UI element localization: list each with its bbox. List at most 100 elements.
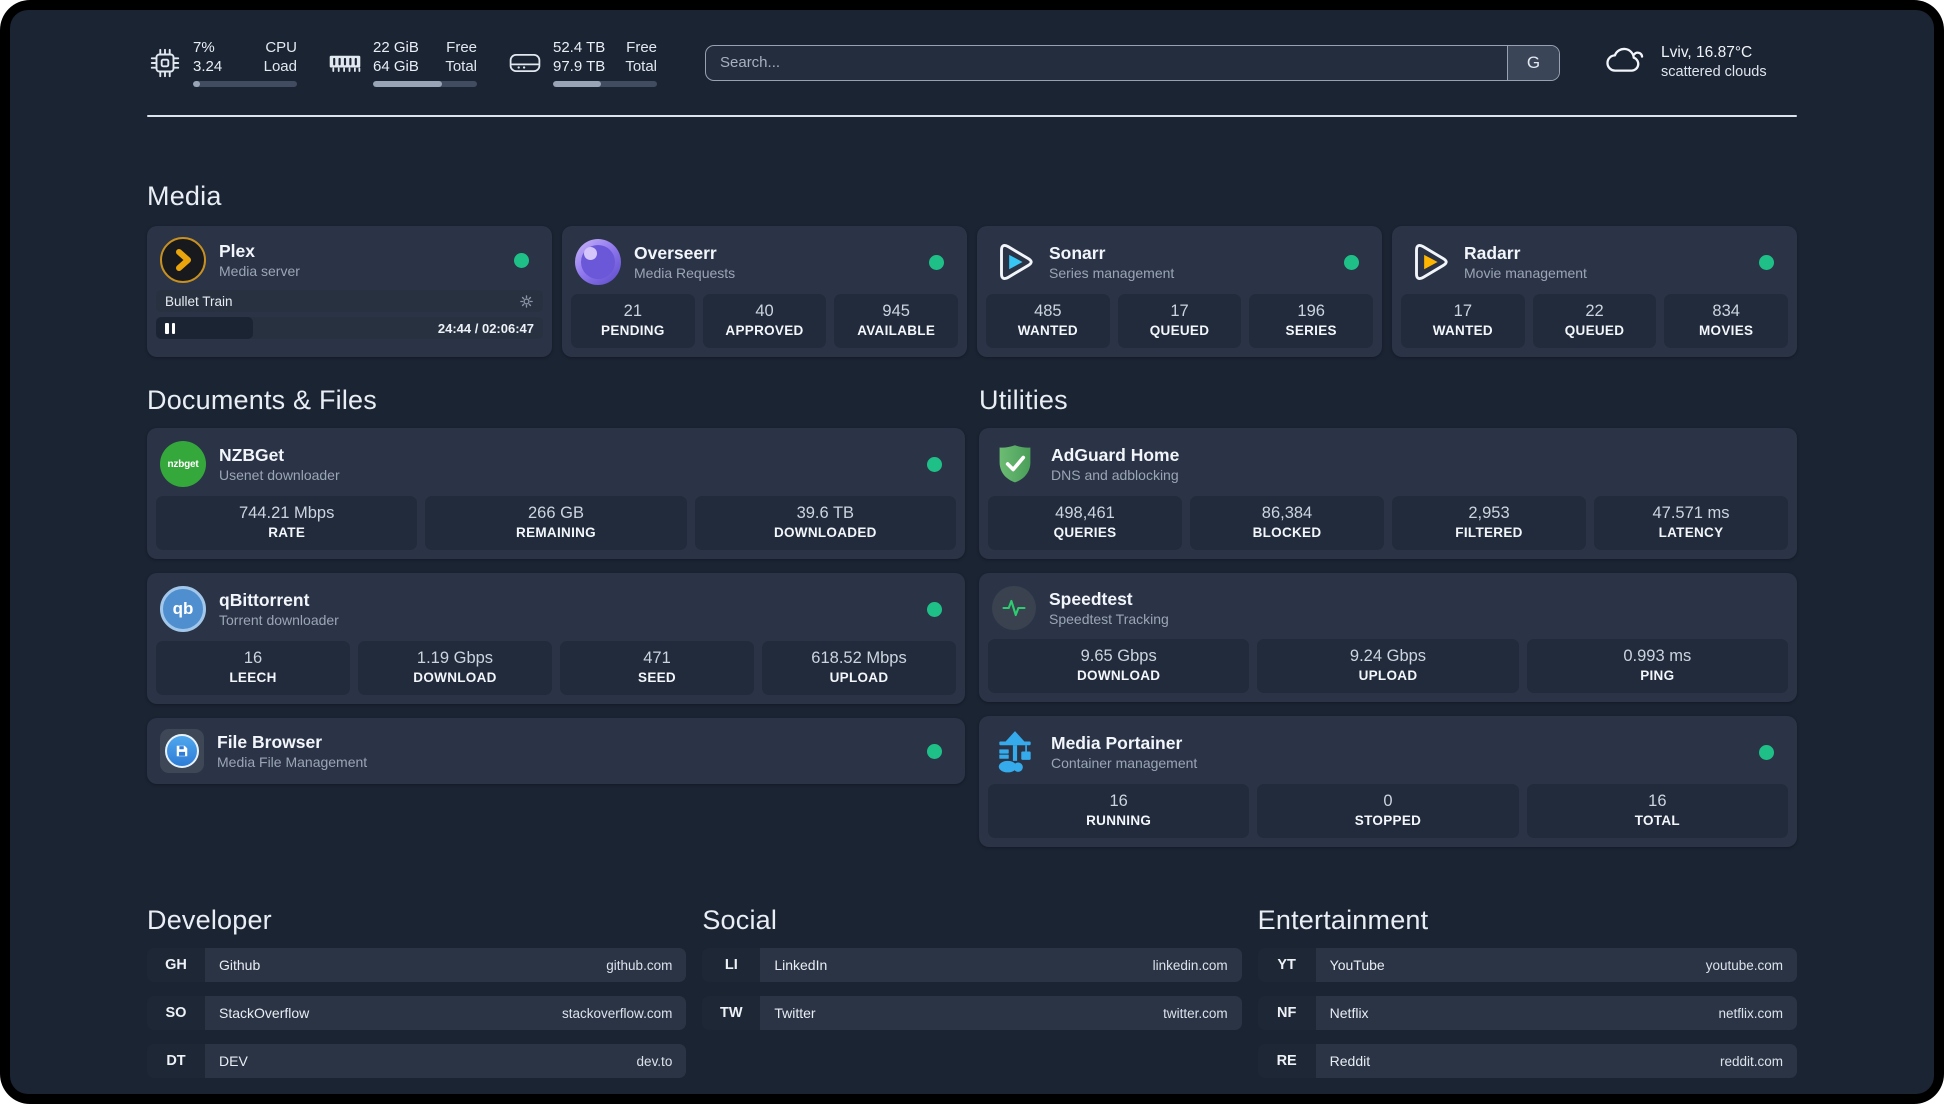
adguard-subtitle: DNS and adblocking — [1051, 467, 1179, 483]
storage-total-label: Total — [625, 58, 657, 75]
radarr-card[interactable]: Radarr Movie management 17 WANTED 22 QUE… — [1392, 226, 1797, 357]
portainer-total-tile: 16 TOTAL — [1526, 784, 1788, 838]
radarr-icon — [1405, 239, 1451, 285]
weather-widget: Lviv, 16.87°C scattered clouds — [1602, 43, 1797, 82]
plex-subtitle: Media server — [219, 263, 300, 279]
gear-icon[interactable] — [519, 294, 534, 309]
search-engine-button[interactable]: G — [1507, 45, 1559, 80]
linkedin-abbr-icon: LI — [702, 948, 761, 982]
adguard-filtered-tile: 2,953 FILTERED — [1392, 496, 1586, 550]
cpu-stat-widget: 7% 3.24 CPU Load — [147, 38, 297, 87]
radarr-movies-tile: 834 MOVIES — [1664, 294, 1789, 348]
cpu-label: CPU — [265, 39, 297, 56]
pause-icon[interactable] — [165, 322, 175, 334]
cpu-usage-value: 7% — [193, 39, 215, 56]
plex-time-display: 24:44 / 02:06:47 — [437, 320, 534, 336]
portainer-subtitle: Container management — [1051, 755, 1198, 771]
adguard-blocked-tile: 86,384 BLOCKED — [1190, 496, 1384, 550]
qbittorrent-title: qBittorrent — [219, 590, 310, 610]
speedtest-ping-tile: 0.993 ms PING — [1526, 639, 1788, 693]
link-twitter[interactable]: TW Twitter twitter.com — [702, 996, 1242, 1030]
header-divider — [147, 115, 1797, 117]
qbittorrent-upload-tile: 618.52 Mbps UPLOAD — [762, 641, 956, 695]
qbittorrent-download-tile: 1.19 Gbps DOWNLOAD — [358, 641, 552, 695]
nzbget-subtitle: Usenet downloader — [219, 467, 340, 483]
speedtest-download-tile: 9.65 Gbps DOWNLOAD — [988, 639, 1250, 693]
link-stackoverflow[interactable]: SO StackOverflow stackoverflow.com — [147, 996, 687, 1030]
plex-now-playing-row: Bullet Train — [156, 290, 543, 312]
speedtest-upload-tile: 9.24 Gbps UPLOAD — [1257, 639, 1519, 693]
portainer-crane-icon — [992, 729, 1038, 775]
nzbget-icon: nzbget — [160, 441, 206, 487]
filebrowser-subtitle: Media File Management — [217, 754, 368, 770]
plex-icon — [160, 237, 206, 283]
utilities-section-heading: Utilities — [979, 385, 1068, 415]
overseerr-icon — [575, 239, 621, 285]
adguard-card[interactable]: AdGuard Home DNS and adblocking 498,461 … — [979, 428, 1797, 559]
plex-card[interactable]: Plex Media server Bullet Train 24:44 / 0… — [147, 226, 552, 357]
speedtest-card[interactable]: Speedtest Speedtest Tracking 9.65 Gbps D… — [979, 573, 1797, 702]
nzbget-title: NZBGet — [219, 445, 285, 465]
netflix-abbr-icon: NF — [1257, 996, 1316, 1030]
sonarr-title: Sonarr — [1049, 243, 1106, 263]
link-dev-to[interactable]: DT DEV dev.to — [147, 1044, 687, 1078]
radarr-queued-tile: 22 QUEUED — [1532, 294, 1657, 348]
link-netflix[interactable]: NF Netflix netflix.com — [1257, 996, 1797, 1030]
nzbget-remaining-tile: 266 GB REMAINING — [425, 496, 687, 550]
social-section: Social LI LinkedIn linkedin.com TW Twitt… — [702, 905, 1242, 1092]
overseerr-pending-tile: 21 PENDING — [571, 294, 695, 348]
search-bar: G — [705, 44, 1560, 81]
utilities-section: Utilities — [979, 385, 1797, 861]
qbittorrent-subtitle: Torrent downloader — [219, 612, 339, 628]
adguard-title: AdGuard Home — [1051, 445, 1180, 465]
sonarr-series-tile: 196 SERIES — [1249, 294, 1374, 348]
overseerr-subtitle: Media Requests — [634, 265, 736, 281]
filebrowser-title: File Browser — [217, 732, 323, 752]
weather-condition: scattered clouds — [1661, 64, 1767, 80]
entertainment-section: Entertainment YT YouTube youtube.com NF … — [1257, 905, 1797, 1092]
memory-total-value: 64 GiB — [373, 58, 419, 75]
dev-to-abbr-icon: DT — [147, 1044, 205, 1078]
radarr-title: Radarr — [1464, 243, 1521, 263]
entertainment-section-heading: Entertainment — [1257, 905, 1429, 935]
nzbget-card[interactable]: nzbget NZBGet Usenet downloader 744.21 M… — [147, 428, 965, 559]
nzbget-downloaded-tile: 39.6 TB DOWNLOADED — [694, 496, 956, 550]
portainer-running-tile: 16 RUNNING — [988, 784, 1250, 838]
storage-free-label: Free — [626, 39, 657, 56]
sonarr-card[interactable]: Sonarr Series management 485 WANTED 17 Q… — [977, 226, 1382, 357]
storage-drive-icon — [507, 38, 543, 87]
qbittorrent-card[interactable]: qb qBittorrent Torrent downloader 16 LEE… — [147, 573, 965, 704]
overseerr-card[interactable]: Overseerr Media Requests 21 PENDING 40 A… — [562, 226, 967, 357]
nzbget-rate-tile: 744.21 Mbps RATE — [156, 496, 418, 550]
link-linkedin[interactable]: LI LinkedIn linkedin.com — [702, 948, 1242, 982]
filebrowser-card[interactable]: File Browser Media File Management — [147, 718, 965, 784]
portainer-status-dot — [1759, 744, 1774, 760]
storage-total-value: 97.9 TB — [553, 58, 606, 75]
cpu-chip-icon — [147, 38, 183, 87]
stackoverflow-abbr-icon: SO — [147, 996, 205, 1030]
link-reddit[interactable]: RE Reddit reddit.com — [1257, 1044, 1797, 1078]
cloud-icon — [1602, 43, 1648, 82]
memory-progress-bar — [373, 81, 477, 87]
link-github[interactable]: GH Github github.com — [147, 948, 687, 982]
sonarr-wanted-tile: 485 WANTED — [986, 294, 1110, 348]
sonarr-icon — [990, 239, 1036, 285]
developer-section-heading: Developer — [147, 905, 272, 935]
portainer-card[interactable]: Media Portainer Container management 16 … — [979, 716, 1797, 847]
link-youtube[interactable]: YT YouTube youtube.com — [1257, 948, 1797, 982]
storage-stat-widget: 52.4 TB 97.9 TB Free Total — [507, 38, 657, 87]
plex-now-playing-title: Bullet Train — [165, 293, 233, 309]
qbittorrent-leech-tile: 16 LEECH — [156, 641, 350, 695]
radarr-subtitle: Movie management — [1464, 265, 1587, 281]
weather-location-temp: Lviv, 16.87°C — [1661, 44, 1753, 61]
search-input[interactable] — [706, 45, 1507, 80]
documents-section-heading: Documents & Files — [147, 385, 377, 415]
plex-title: Plex — [219, 241, 255, 261]
storage-progress-bar — [553, 81, 657, 87]
cpu-progress-bar — [193, 81, 297, 87]
top-bar: 7% 3.24 CPU Load — [147, 38, 1797, 87]
storage-free-value: 52.4 TB — [553, 39, 606, 56]
adguard-queries-tile: 498,461 QUERIES — [988, 496, 1182, 550]
memory-total-label: Total — [445, 58, 477, 75]
filebrowser-icon — [160, 729, 204, 773]
